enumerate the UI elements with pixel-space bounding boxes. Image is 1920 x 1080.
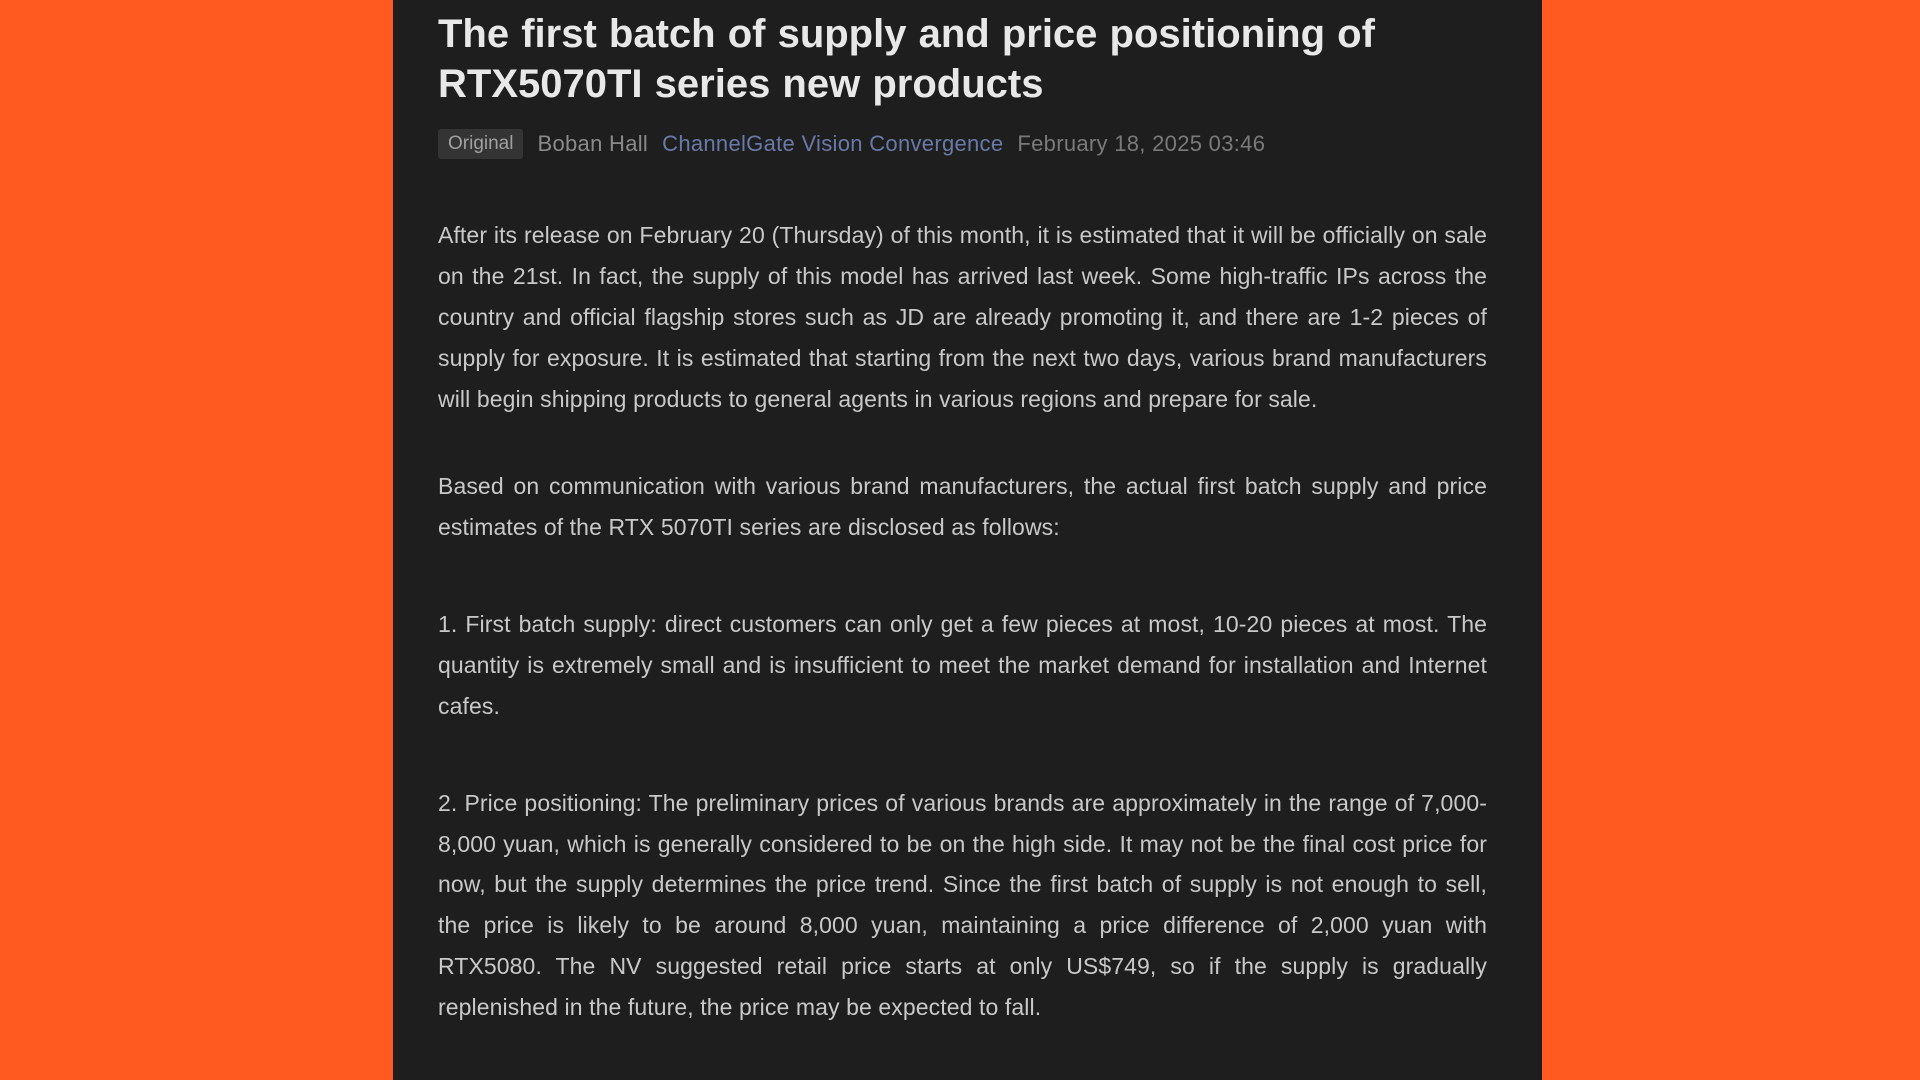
paragraph: After its release on February 20 (Thursd…: [438, 215, 1487, 420]
publish-date: February 18, 2025 03:46: [1017, 131, 1265, 157]
article-scroll-pane[interactable]: The first batch of supply and price posi…: [393, 0, 1542, 1080]
article-body: After its release on February 20 (Thursd…: [438, 215, 1487, 1028]
paragraph: 1. First batch supply: direct customers …: [438, 604, 1487, 727]
paragraph: 2. Price positioning: The preliminary pr…: [438, 783, 1487, 1029]
original-badge: Original: [438, 129, 523, 159]
article-title: The first batch of supply and price posi…: [438, 10, 1487, 109]
source-link[interactable]: ChannelGate Vision Convergence: [662, 131, 1003, 157]
article-content: The first batch of supply and price posi…: [393, 0, 1542, 1080]
article-meta-row: Original Boban Hall ChannelGate Vision C…: [438, 129, 1487, 159]
author-name[interactable]: Boban Hall: [537, 131, 648, 157]
paragraph: Based on communication with various bran…: [438, 466, 1487, 548]
